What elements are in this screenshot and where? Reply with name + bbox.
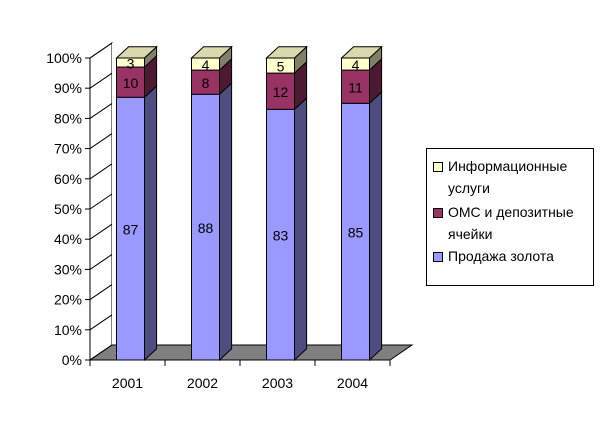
legend-label-gold-sales: Продажа золота <box>448 248 554 264</box>
data-label-2001-s0: 87 <box>123 222 139 238</box>
data-label-2004-s0: 85 <box>348 225 364 241</box>
legend-item-gold-sales: Продажа золота <box>433 245 588 267</box>
data-label-2002-s1: 8 <box>202 75 210 91</box>
y-tick-label: 10% <box>54 322 82 338</box>
y-tick-label: 60% <box>54 171 82 187</box>
data-label-2001-s1: 10 <box>123 75 139 91</box>
x-tick-label: 2004 <box>337 375 368 391</box>
y-tick-label: 100% <box>46 50 82 66</box>
data-label-2004-s1: 11 <box>348 80 363 96</box>
bar-side-2002-s0 <box>219 81 233 362</box>
x-tick-label: 2003 <box>262 375 293 391</box>
bar-2003-s1 <box>266 72 295 110</box>
bar-top-2003 <box>265 46 308 59</box>
y-tick-label: 0% <box>62 352 82 368</box>
y-tick-label: 80% <box>54 110 82 126</box>
x-tick-label: 2001 <box>112 375 143 391</box>
bar-2003-s0 <box>266 108 295 361</box>
y-grid-depth-line <box>89 344 113 361</box>
data-label-2003-s0: 83 <box>273 228 289 244</box>
data-label-2003-s2: 5 <box>277 59 285 75</box>
legend-swatch-oms-deposit <box>433 208 443 218</box>
y-grid-depth-line <box>89 253 113 270</box>
y-grid-depth-line <box>89 72 113 89</box>
bar-2002-s1 <box>191 69 220 95</box>
back-wall <box>112 43 412 345</box>
y-grid-depth-line <box>89 133 113 150</box>
y-grid-depth-line <box>89 284 113 301</box>
chart-legend: Информационные услуги ОМС и депозитные я… <box>426 148 594 286</box>
legend-label-oms-deposit: ОМС и депозитные ячейки <box>448 204 574 242</box>
y-tick-label: 20% <box>54 292 82 308</box>
legend-swatch-gold-sales <box>433 252 443 262</box>
y-grid-depth-line <box>89 223 113 240</box>
legend-label-info-services: Информационные услуги <box>448 158 568 196</box>
bar-2004-s0 <box>341 102 370 361</box>
x-tick-label: 2002 <box>187 375 218 391</box>
y-grid-depth-line <box>89 42 113 59</box>
data-label-2001-s2: 3 <box>127 56 135 72</box>
data-label-2002-s2: 4 <box>202 57 210 73</box>
bar-2001-s1 <box>116 66 145 98</box>
y-grid-depth-line <box>89 314 113 331</box>
y-tick-label: 50% <box>54 201 82 217</box>
bar-top-2002 <box>190 46 233 59</box>
bar-2001-s0 <box>116 96 145 361</box>
bar-2002-s0 <box>191 93 220 361</box>
data-label-2002-s0: 88 <box>198 220 214 236</box>
bar-side-2004-s0 <box>369 90 383 362</box>
y-tick-label: 30% <box>54 261 82 277</box>
y-tick-label: 90% <box>54 80 82 96</box>
bar-side-2003-s0 <box>294 96 308 362</box>
y-tick-label: 40% <box>54 231 82 247</box>
y-grid-depth-line <box>89 193 113 210</box>
legend-swatch-info-services <box>433 162 443 172</box>
y-tick-label: 70% <box>54 141 82 157</box>
bar-top-2001 <box>115 46 158 59</box>
legend-item-info-services: Информационные услуги <box>433 155 588 199</box>
data-label-2003-s1: 12 <box>273 84 289 100</box>
legend-item-oms-deposit: ОМС и депозитные ячейки <box>433 201 588 245</box>
bar-top-2004 <box>340 46 383 59</box>
y-grid-depth-line <box>89 163 113 180</box>
bar-side-2001-s0 <box>144 84 158 362</box>
y-grid-depth-line <box>89 102 113 119</box>
data-label-2004-s2: 4 <box>352 57 360 73</box>
